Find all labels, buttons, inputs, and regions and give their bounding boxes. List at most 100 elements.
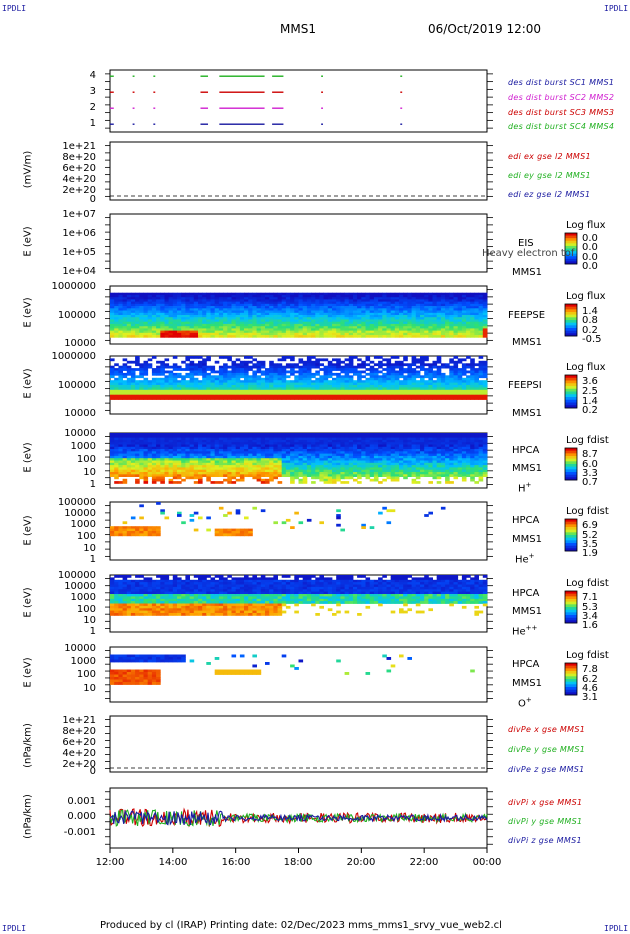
p5-pixel	[265, 380, 270, 383]
p4-pixel	[189, 310, 195, 314]
p4-pixel	[239, 301, 245, 305]
p4-pixel	[470, 332, 475, 336]
p5-pixel	[432, 372, 438, 376]
p6-pixel	[273, 460, 278, 464]
p4-pixel	[420, 332, 425, 336]
p6-pixel	[110, 449, 115, 452]
p4-pixel	[336, 315, 341, 318]
p5-pixel	[244, 380, 249, 383]
p6-pixel	[160, 437, 165, 441]
p6-pixel	[302, 465, 308, 468]
p6-pixel	[231, 476, 237, 480]
p5-pixel	[273, 380, 278, 383]
p6-pixel	[336, 474, 341, 477]
p6-pixel	[160, 446, 165, 450]
p6-pixel	[143, 433, 149, 436]
p6-pixel	[189, 458, 195, 461]
p4-pixel	[248, 332, 253, 336]
p6-pixel	[336, 462, 341, 466]
p4-pixel	[449, 308, 454, 311]
p4-pixel	[147, 315, 153, 318]
p4-pixel	[151, 315, 157, 318]
p6-pixel	[327, 474, 333, 477]
p6-pixel	[332, 474, 337, 477]
p4-pixel	[118, 335, 123, 338]
p4-pixel	[218, 319, 224, 323]
p6-pixel	[273, 462, 278, 466]
p6-pixel	[218, 439, 224, 443]
p4-pixel	[122, 310, 128, 314]
p6-pixel	[357, 449, 362, 452]
p5-pixel	[181, 377, 186, 381]
p6-pixel	[273, 458, 278, 461]
p4-pixel	[424, 310, 429, 314]
p6-pixel	[177, 449, 182, 452]
p6-pixel	[369, 474, 375, 477]
p6-pixel	[365, 451, 371, 454]
p6-pixel	[285, 455, 291, 459]
p5-pixel	[172, 356, 178, 359]
p5-pixel	[193, 377, 199, 381]
p5-pixel	[323, 394, 329, 398]
p4-pixel	[428, 294, 433, 298]
p4-pixel	[285, 306, 291, 309]
p6-pixel	[323, 446, 329, 450]
p5-pixel	[445, 387, 450, 391]
p4-pixel	[361, 297, 366, 300]
p4-pixel	[474, 308, 479, 311]
p4-pixel	[298, 317, 304, 320]
p6-pixel	[411, 437, 417, 441]
p5-pixel	[453, 380, 459, 383]
p6-pixel	[336, 444, 341, 448]
p5-pixel	[478, 392, 484, 396]
p6-pixel	[361, 451, 366, 454]
p5-pixel	[378, 377, 383, 381]
p6-pixel	[294, 465, 299, 468]
p4-pixel	[403, 315, 408, 318]
p4-pixel	[198, 319, 203, 323]
p5-pixel	[281, 387, 287, 391]
p5-pixel	[193, 368, 199, 371]
p5-pixel	[361, 387, 366, 391]
p4-pixel	[403, 303, 408, 307]
p4-pixel	[306, 332, 312, 336]
p5-pixel	[394, 363, 400, 367]
p6-pixel	[181, 451, 186, 454]
p6-pixel	[265, 481, 270, 484]
p4-pixel	[378, 294, 383, 298]
p5-pixel	[332, 358, 337, 362]
p6-pixel	[394, 449, 400, 452]
p4-pixel	[164, 292, 170, 296]
p6-pixel	[445, 455, 450, 459]
p5-pixel	[181, 389, 186, 393]
p4-pixel	[122, 308, 128, 311]
p4-pixel	[177, 335, 182, 338]
p5-pixel	[143, 394, 149, 398]
p4-pixel	[378, 332, 383, 336]
p5-pixel	[298, 385, 304, 388]
p5-pixel	[403, 387, 408, 391]
p5-pixel	[378, 385, 383, 388]
p6-pixel	[436, 435, 442, 438]
p4-pixel	[214, 292, 220, 296]
p4-pixel	[260, 326, 266, 329]
p6-pixel	[323, 465, 329, 468]
p4-pixel	[172, 308, 178, 311]
p5-pixel	[193, 387, 199, 391]
p6-pixel	[298, 446, 304, 450]
p4-pixel	[378, 326, 383, 329]
p4-pixel	[420, 303, 425, 307]
p6-pixel	[223, 462, 228, 466]
p4-pixel	[126, 319, 132, 323]
p5-pixel	[482, 380, 488, 383]
p4-pixel	[466, 326, 471, 329]
p6-pixel	[189, 446, 195, 450]
p6-pixel	[227, 472, 232, 475]
p4-pixel	[386, 315, 392, 318]
p6-pixel	[348, 476, 354, 480]
p4-pixel	[248, 292, 253, 296]
p4-pixel	[210, 323, 216, 327]
p4-pixel	[147, 321, 153, 325]
p6-pixel	[252, 446, 257, 450]
p5-pixel	[235, 380, 241, 383]
